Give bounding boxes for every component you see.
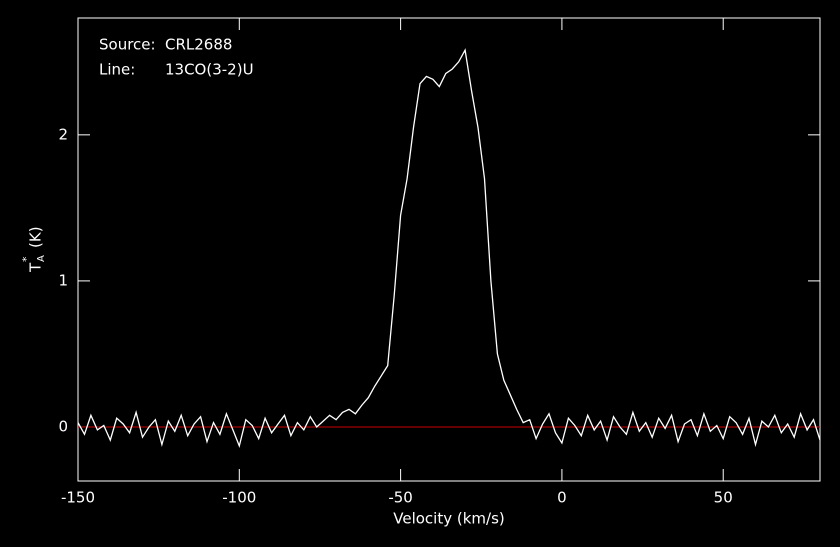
y-label-sub: A: [36, 255, 47, 262]
x-axis-label: Velocity (km/s): [393, 510, 504, 528]
plot-frame: [77, 17, 821, 482]
y-tick-label: 1: [58, 271, 68, 289]
y-label-sup: *: [20, 256, 33, 262]
spectrum-line: [77, 48, 821, 449]
x-tick-label: -100: [222, 489, 256, 507]
x-tick-label: -150: [61, 489, 95, 507]
y-tick-label: 2: [58, 125, 68, 143]
annotation-label: Line:: [99, 61, 135, 79]
y-label-main: T: [27, 262, 45, 273]
y-tick-label: 0: [58, 417, 68, 435]
annotation-text: 13CO(3-2)U: [165, 61, 254, 79]
x-tick-label: 0: [557, 489, 567, 507]
annotation-label: Source:: [99, 36, 156, 54]
x-tick-label: 50: [714, 489, 733, 507]
y-label-unit: (K): [27, 226, 45, 248]
annotation-text: CRL2688: [165, 36, 232, 54]
x-tick-label: -50: [388, 489, 413, 507]
y-axis-label: T A * (K): [20, 226, 47, 273]
